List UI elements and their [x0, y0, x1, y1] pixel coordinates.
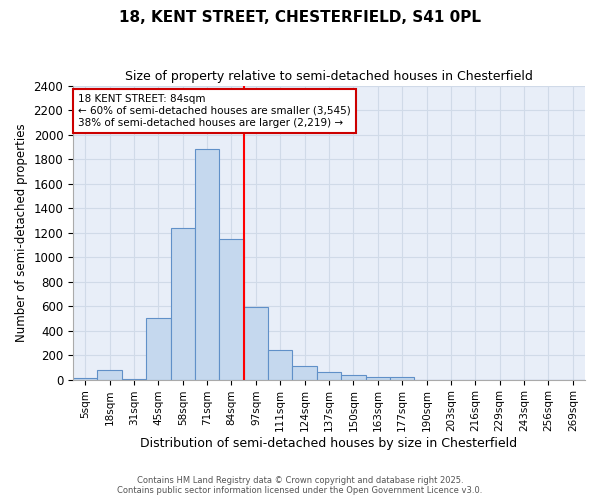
Bar — [268, 350, 292, 380]
Bar — [73, 378, 97, 380]
Title: Size of property relative to semi-detached houses in Chesterfield: Size of property relative to semi-detach… — [125, 70, 533, 83]
Bar — [341, 375, 365, 380]
Bar — [292, 366, 317, 380]
Bar — [317, 372, 341, 380]
Y-axis label: Number of semi-detached properties: Number of semi-detached properties — [15, 124, 28, 342]
X-axis label: Distribution of semi-detached houses by size in Chesterfield: Distribution of semi-detached houses by … — [140, 437, 518, 450]
Text: 18 KENT STREET: 84sqm
← 60% of semi-detached houses are smaller (3,545)
38% of s: 18 KENT STREET: 84sqm ← 60% of semi-deta… — [78, 94, 351, 128]
Bar — [390, 378, 415, 380]
Text: Contains HM Land Registry data © Crown copyright and database right 2025.
Contai: Contains HM Land Registry data © Crown c… — [118, 476, 482, 495]
Bar — [97, 370, 122, 380]
Text: 18, KENT STREET, CHESTERFIELD, S41 0PL: 18, KENT STREET, CHESTERFIELD, S41 0PL — [119, 10, 481, 25]
Bar — [244, 308, 268, 380]
Bar — [146, 318, 170, 380]
Bar — [220, 240, 244, 380]
Bar — [170, 228, 195, 380]
Bar — [195, 150, 220, 380]
Bar — [365, 377, 390, 380]
Bar — [122, 379, 146, 380]
